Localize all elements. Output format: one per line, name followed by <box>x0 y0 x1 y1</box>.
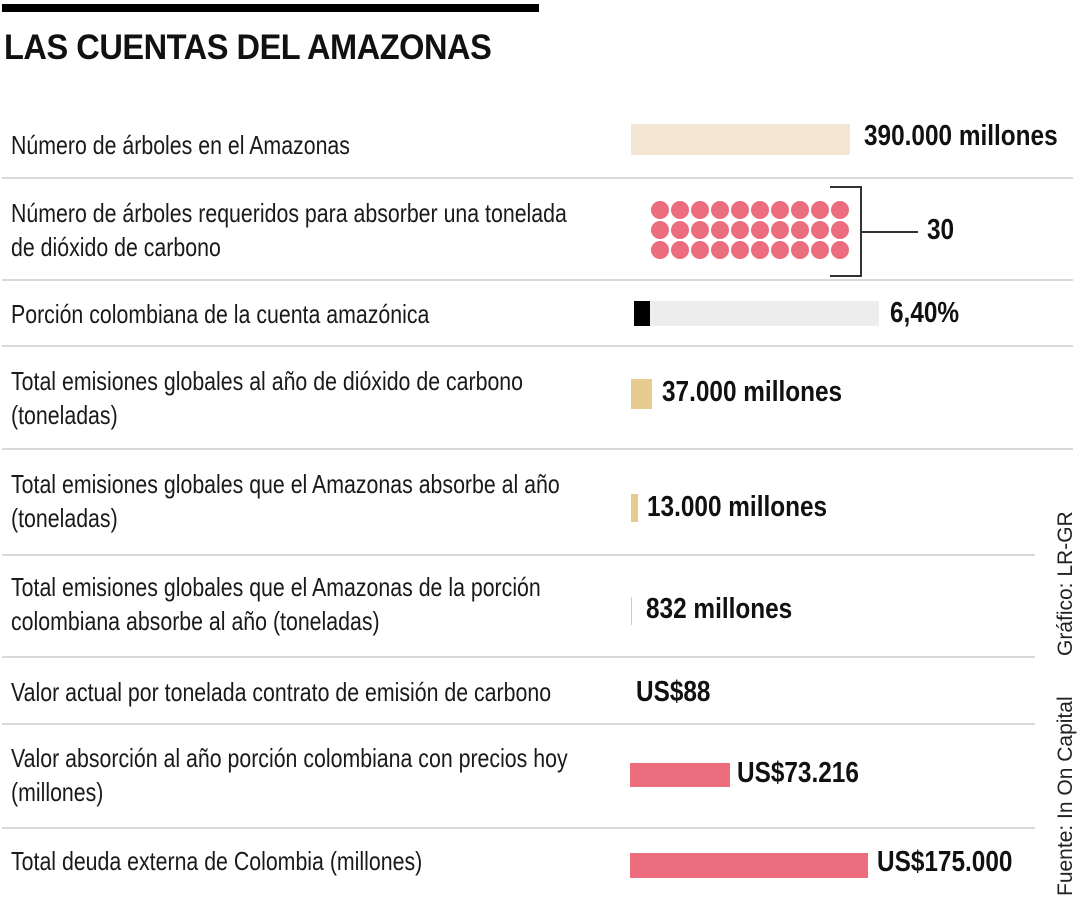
tree-dot <box>711 201 729 219</box>
tree-dot <box>691 241 709 259</box>
row-separator <box>2 827 1035 829</box>
tree-dot <box>831 221 849 239</box>
row-label: Total deuda externa de Colombia (millone… <box>11 844 422 878</box>
value-label: US$175.000 <box>877 846 1013 878</box>
value-label: 6,40% <box>890 297 960 329</box>
tree-dot <box>671 221 689 239</box>
bracket <box>830 186 862 277</box>
top-rule <box>2 4 539 12</box>
tree-dot <box>671 241 689 259</box>
row-label: Valor absorción al año porción colombian… <box>11 741 568 809</box>
row-separator <box>2 177 1073 179</box>
tree-dot <box>751 241 769 259</box>
row-label: Valor actual por tonelada contrato de em… <box>11 675 551 709</box>
row-separator <box>2 448 1073 450</box>
row-separator <box>2 723 1035 725</box>
bar-emissions-colombia <box>631 597 632 625</box>
label-line: Valor absorción al año porción colombian… <box>11 743 568 773</box>
tree-dot <box>771 221 789 239</box>
tree-dot <box>791 241 809 259</box>
tree-dot <box>731 201 749 219</box>
label-line: (millones) <box>11 777 104 807</box>
row-separator <box>2 279 1073 281</box>
tree-dot <box>811 201 829 219</box>
value-label: US$73.216 <box>737 757 859 789</box>
tree-dot <box>651 221 669 239</box>
value-label: 13.000 millones <box>647 491 828 523</box>
tree-dot <box>651 241 669 259</box>
tree-dot <box>831 201 849 219</box>
leader-line <box>862 231 918 233</box>
value-label: 30 <box>927 214 955 246</box>
value-label: 37.000 millones <box>662 376 843 408</box>
tree-dot <box>671 201 689 219</box>
bar-value-absorption <box>630 763 730 787</box>
value-label: 832 millones <box>646 593 793 625</box>
tree-dot <box>751 201 769 219</box>
row-label: Total emisiones globales que el Amazonas… <box>11 570 541 638</box>
label-line: (toneladas) <box>11 400 118 430</box>
label-line: Valor actual por tonelada contrato de em… <box>11 677 552 707</box>
row-label: Total emisiones globales que el Amazonas… <box>11 467 560 535</box>
row-separator <box>2 656 1035 658</box>
label-line: Número de árboles requeridos para absorb… <box>11 198 567 228</box>
percent-track <box>634 301 879 326</box>
tree-dot <box>651 201 669 219</box>
tree-dot <box>731 221 749 239</box>
tree-dot <box>791 221 809 239</box>
label-line: Total emisiones globales que el Amazonas… <box>11 572 541 602</box>
label-line: Total emisiones globales que el Amazonas… <box>11 469 560 499</box>
row-separator <box>2 554 1035 556</box>
row-label: Porción colombiana de la cuenta amazónic… <box>11 297 429 331</box>
tree-dot <box>831 241 849 259</box>
tree-dot <box>731 241 749 259</box>
bar-trees-amazon <box>631 124 850 155</box>
label-line: (toneladas) <box>11 503 118 533</box>
tree-dot <box>711 241 729 259</box>
value-label: 390.000 millones <box>864 120 1058 152</box>
tree-dot <box>751 221 769 239</box>
label-line: Número de árboles en el Amazonas <box>11 130 350 160</box>
row-label: Número de árboles requeridos para absorb… <box>11 196 567 264</box>
row-separator <box>2 345 1073 347</box>
bar-percent-colombia <box>634 301 650 326</box>
tree-dot <box>811 241 829 259</box>
tree-dot <box>711 221 729 239</box>
tree-dot <box>771 201 789 219</box>
row-label: Total emisiones globales al año de dióxi… <box>11 364 523 432</box>
chart-title: LAS CUENTAS DEL AMAZONAS <box>4 28 492 67</box>
label-line: Total emisiones globales al año de dióxi… <box>11 366 524 396</box>
tree-dot <box>791 201 809 219</box>
tree-dot <box>691 201 709 219</box>
credit-source: Fuente: In On Capital <box>1054 696 1077 896</box>
label-line: Porción colombiana de la cuenta amazónic… <box>11 299 430 329</box>
label-line: Total deuda externa de Colombia (millone… <box>11 846 423 876</box>
credit-graphic: Gráfico: LR-GR <box>1054 511 1077 656</box>
tree-dot <box>771 241 789 259</box>
label-line: de dióxido de carbono <box>11 232 221 262</box>
tree-dot <box>811 221 829 239</box>
label-line: colombiana absorbe al año (toneladas) <box>11 606 380 636</box>
row-label: Número de árboles en el Amazonas <box>11 128 350 162</box>
tree-dot <box>691 221 709 239</box>
value-label: US$88 <box>636 676 711 708</box>
bar-emissions-global <box>631 379 652 409</box>
bar-emissions-amazon <box>631 494 638 522</box>
bar-external-debt <box>630 853 868 878</box>
